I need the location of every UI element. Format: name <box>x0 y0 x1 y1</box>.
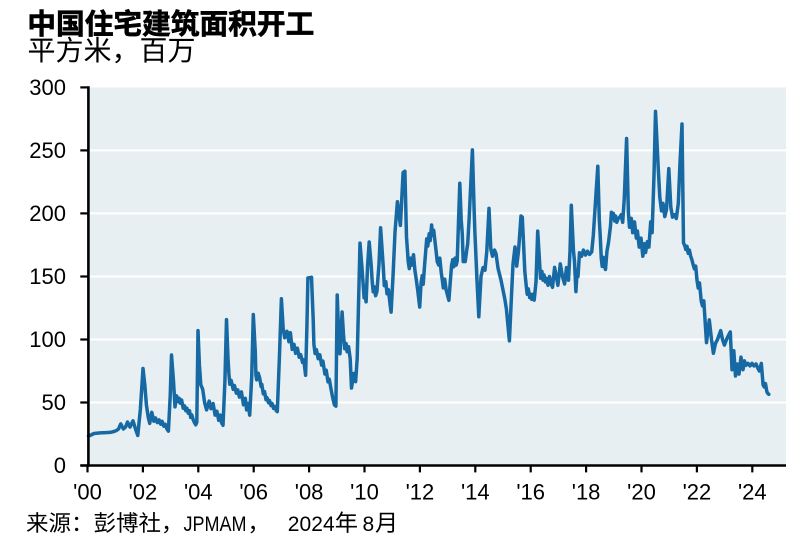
svg-text:'24: '24 <box>738 479 767 504</box>
svg-text:300: 300 <box>29 75 66 100</box>
svg-text:'00: '00 <box>73 479 102 504</box>
svg-text:'04: '04 <box>184 479 213 504</box>
svg-text:'20: '20 <box>627 479 656 504</box>
svg-text:'14: '14 <box>461 479 490 504</box>
svg-text:200: 200 <box>29 201 66 226</box>
svg-text:150: 150 <box>29 264 66 289</box>
svg-text:'22: '22 <box>683 479 712 504</box>
svg-text:'02: '02 <box>129 479 158 504</box>
svg-text:'16: '16 <box>516 479 545 504</box>
svg-text:100: 100 <box>29 327 66 352</box>
svg-text:2024: 2024 <box>288 513 335 536</box>
svg-text:8: 8 <box>363 513 375 536</box>
svg-text:JPMAM: JPMAM <box>184 513 247 536</box>
svg-text:'08: '08 <box>295 479 324 504</box>
svg-text:'12: '12 <box>406 479 435 504</box>
svg-text:50: 50 <box>42 390 66 415</box>
svg-text:0: 0 <box>54 453 66 478</box>
svg-text:'18: '18 <box>572 479 601 504</box>
svg-text:'06: '06 <box>239 479 268 504</box>
svg-text:250: 250 <box>29 138 66 163</box>
svg-text:'10: '10 <box>350 479 379 504</box>
